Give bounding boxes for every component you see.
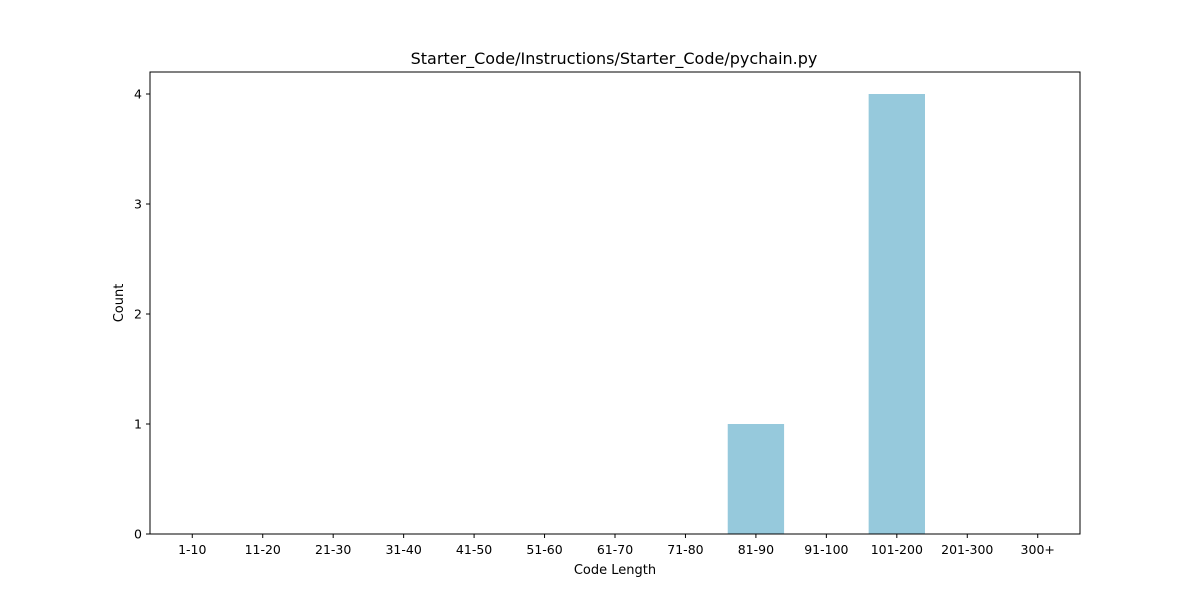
x-tick-label: 41-50	[456, 542, 492, 557]
y-tick-label: 3	[134, 197, 142, 212]
x-tick-label: 31-40	[385, 542, 421, 557]
x-tick-label: 21-30	[315, 542, 351, 557]
x-tick-label: 101-200	[871, 542, 923, 557]
x-tick-label: 71-80	[667, 542, 703, 557]
x-tick-label: 201-300	[941, 542, 993, 557]
y-tick-label: 0	[134, 527, 142, 542]
y-axis: 0 1 2 3 4	[134, 87, 150, 542]
x-axis-label: Code Length	[574, 563, 656, 578]
x-tick-label: 61-70	[597, 542, 633, 557]
x-tick-label: 51-60	[526, 542, 562, 557]
x-axis: 1-10 11-20 21-30 31-40 41-50 51-60 61-70 71-80 8…	[178, 534, 1055, 557]
bars-group	[727, 94, 925, 534]
y-tick-label: 1	[134, 417, 142, 432]
x-tick-label: 1-10	[178, 542, 206, 557]
y-tick-label: 4	[134, 87, 142, 102]
x-tick-label: 11-20	[245, 542, 281, 557]
x-tick-label: 91-100	[804, 542, 848, 557]
chart-title: Starter_Code/Instructions/Starter_Code/p…	[411, 49, 818, 69]
y-tick-label: 2	[134, 307, 142, 322]
x-tick-label: 300+	[1021, 542, 1055, 557]
plot-frame	[149, 71, 1081, 535]
bar-101-200	[868, 94, 925, 534]
bar-81-90	[727, 424, 785, 534]
x-tick-label: 81-90	[738, 542, 774, 557]
y-axis-label: Count	[112, 284, 127, 323]
